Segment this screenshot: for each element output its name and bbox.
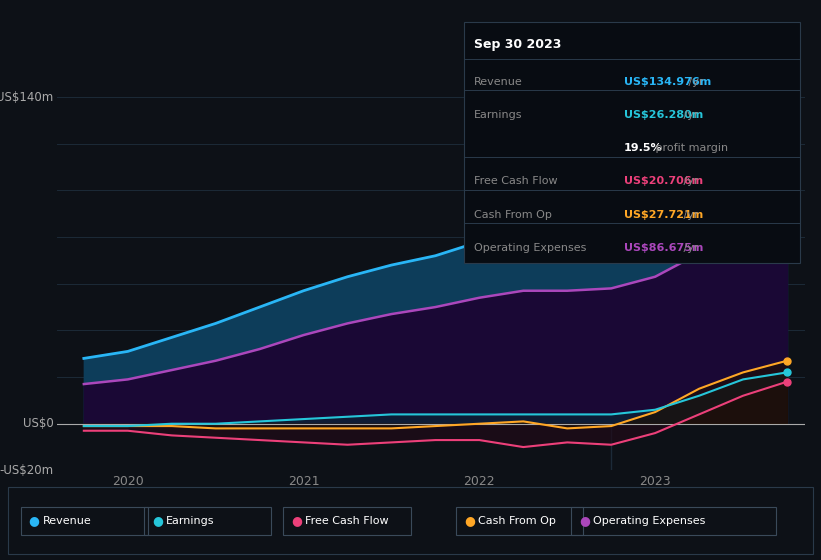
Text: Sep 30 2023: Sep 30 2023 <box>474 38 561 52</box>
Text: US$134.976m: US$134.976m <box>624 77 711 87</box>
Text: /yr: /yr <box>680 209 699 220</box>
Text: profit margin: profit margin <box>652 143 728 153</box>
Text: /yr: /yr <box>680 242 699 253</box>
Text: US$26.280m: US$26.280m <box>624 110 704 120</box>
Text: /yr: /yr <box>686 77 704 87</box>
Text: 19.5%: 19.5% <box>624 143 663 153</box>
Text: /yr: /yr <box>680 176 699 186</box>
Text: Free Cash Flow: Free Cash Flow <box>474 176 557 186</box>
Text: US$0: US$0 <box>23 417 53 430</box>
Text: Free Cash Flow: Free Cash Flow <box>305 516 389 526</box>
Text: ●: ● <box>29 514 39 528</box>
Text: Earnings: Earnings <box>474 110 522 120</box>
Text: /yr: /yr <box>680 110 699 120</box>
Text: Operating Expenses: Operating Expenses <box>474 242 586 253</box>
Text: -US$20m: -US$20m <box>0 464 53 477</box>
Text: Operating Expenses: Operating Expenses <box>593 516 705 526</box>
Text: ●: ● <box>152 514 163 528</box>
Text: US$27.721m: US$27.721m <box>624 209 704 220</box>
Text: US$20.706m: US$20.706m <box>624 176 703 186</box>
Text: Cash From Op: Cash From Op <box>474 209 552 220</box>
Text: Cash From Op: Cash From Op <box>478 516 556 526</box>
Text: Earnings: Earnings <box>166 516 214 526</box>
Text: Revenue: Revenue <box>474 77 522 87</box>
Text: US$140m: US$140m <box>0 91 53 104</box>
Text: ●: ● <box>464 514 475 528</box>
Text: US$86.675m: US$86.675m <box>624 242 704 253</box>
Text: ●: ● <box>291 514 302 528</box>
Text: ●: ● <box>579 514 589 528</box>
Text: Revenue: Revenue <box>43 516 91 526</box>
